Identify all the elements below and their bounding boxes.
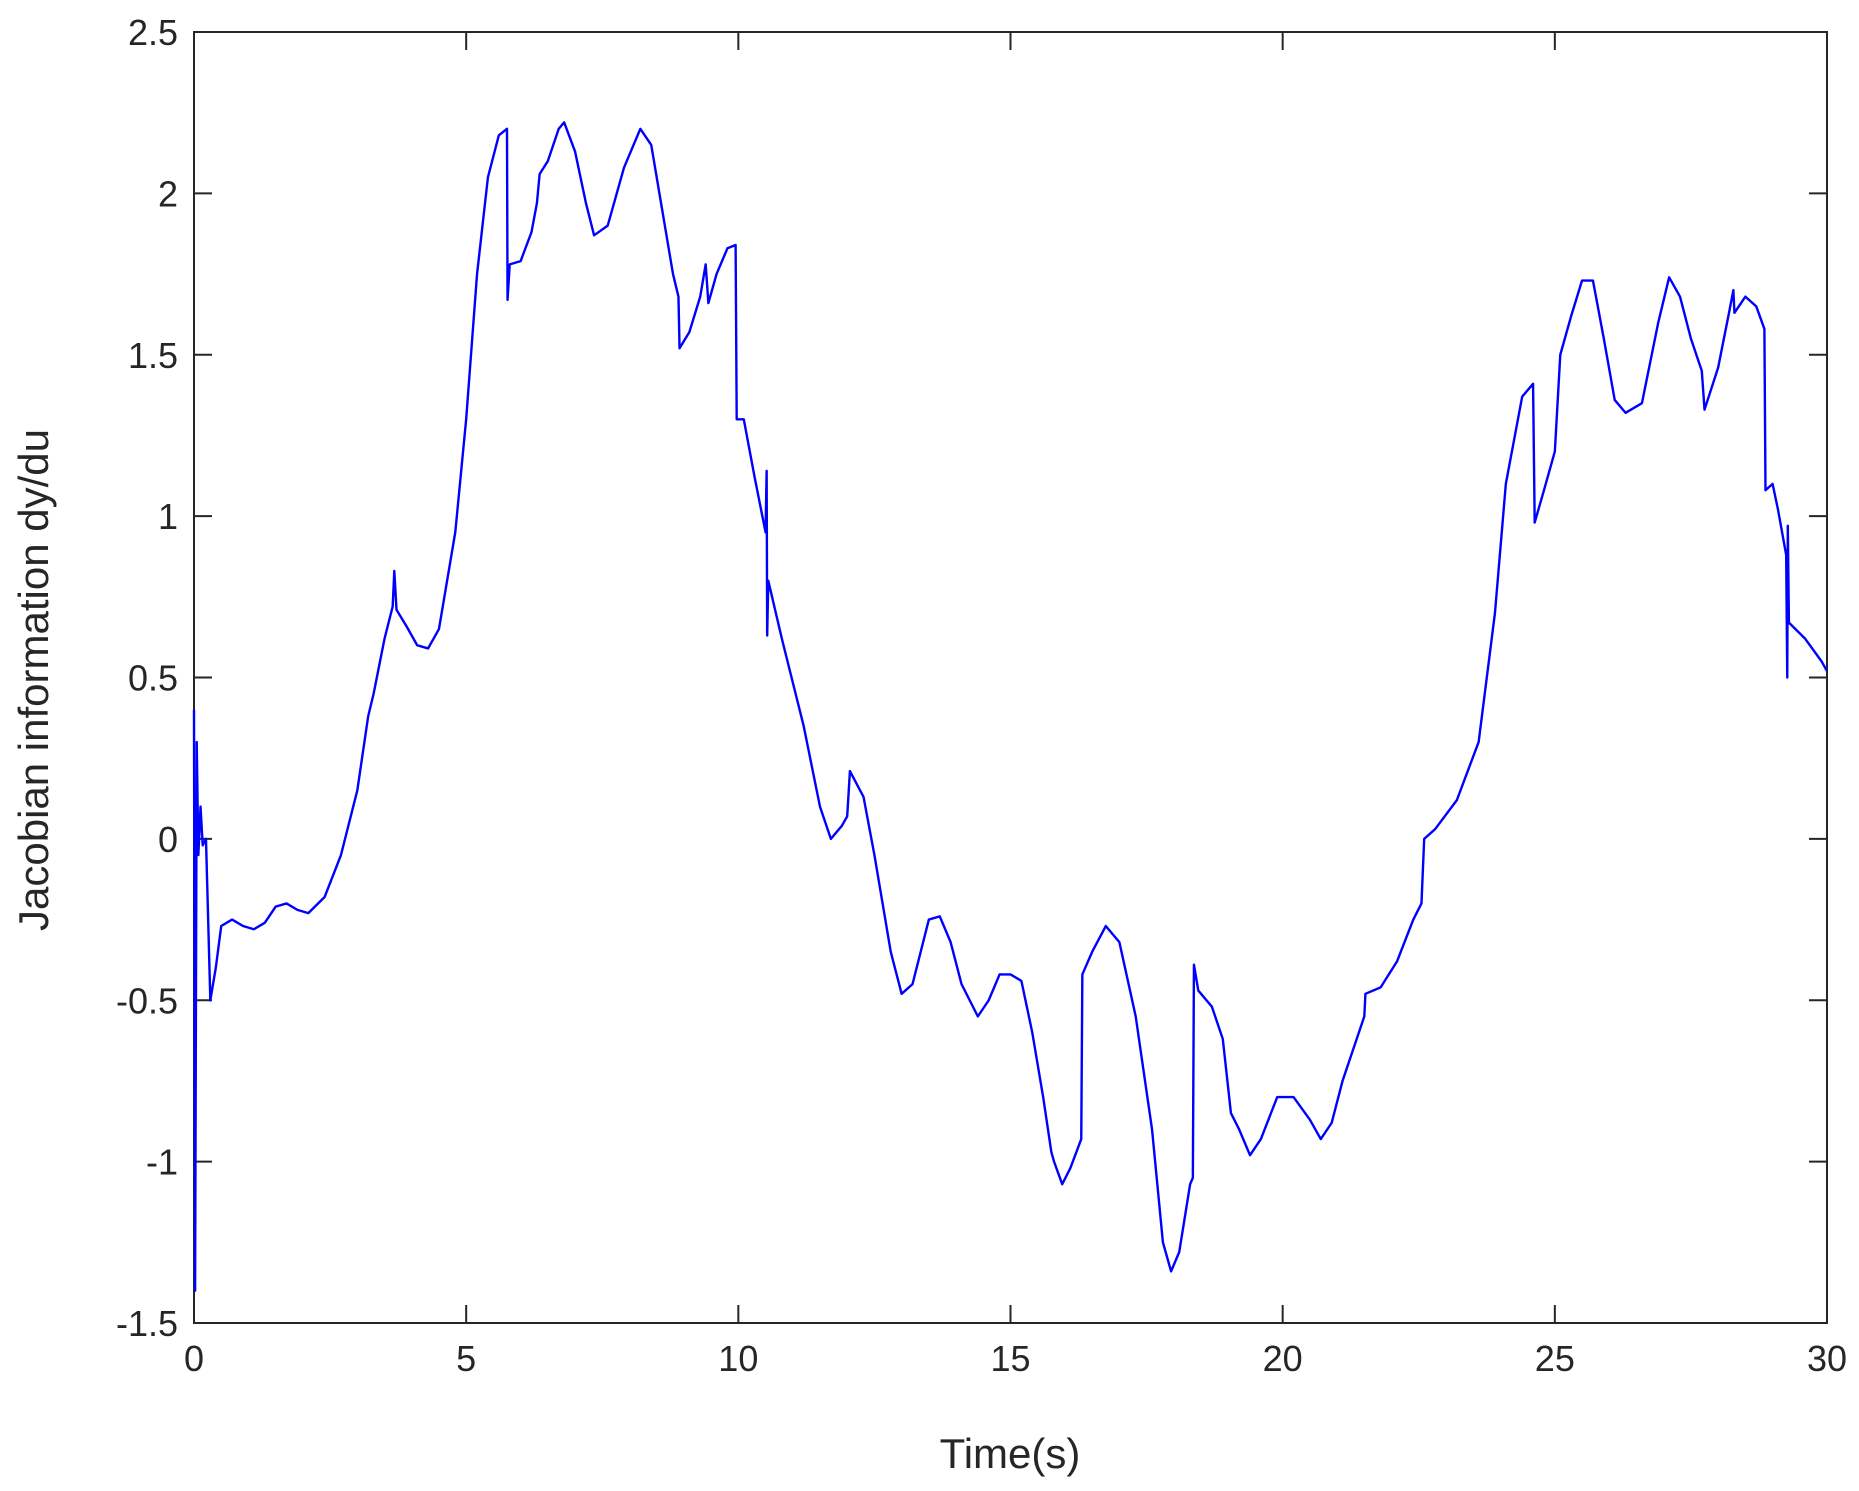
y-tick-label: -1 [146, 1142, 178, 1183]
y-tick-label: 0.5 [128, 658, 178, 699]
y-tick-label: 1 [158, 496, 178, 537]
plot-frame [193, 31, 1828, 1324]
y-tick-label: -1.5 [116, 1303, 178, 1344]
x-tick-label: 25 [1535, 1338, 1575, 1379]
y-axis-label: Jacobian information dy/du [10, 429, 57, 931]
y-tick-label: -0.5 [116, 980, 178, 1021]
y-tick-label: 2.5 [128, 12, 178, 53]
x-tick-label: 15 [990, 1338, 1030, 1379]
x-tick-label: 5 [456, 1338, 476, 1379]
y-tick-label: 0 [158, 819, 178, 860]
x-tick-label: 20 [1263, 1338, 1303, 1379]
y-tick-label: 2 [158, 173, 178, 214]
x-tick-label: 10 [718, 1338, 758, 1379]
data-line [192, 121, 1829, 1292]
y-tick-label: 1.5 [128, 335, 178, 376]
x-tick-label: 30 [1807, 1338, 1847, 1379]
x-tick-label: 0 [184, 1338, 204, 1379]
x-axis-label: Time(s) [940, 1430, 1081, 1477]
